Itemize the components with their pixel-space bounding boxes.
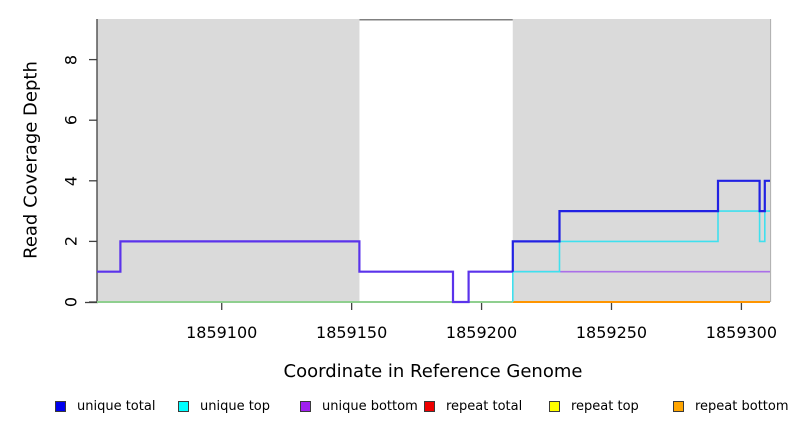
shaded-region-1 xyxy=(512,19,770,302)
y-tick-label: 2 xyxy=(61,236,81,247)
legend-swatch xyxy=(549,400,560,412)
legend-label: repeat bottom xyxy=(695,398,789,414)
legend-item-repeat-top: repeat top xyxy=(549,398,639,414)
legend-swatch xyxy=(55,400,66,412)
y-tick-label: 4 xyxy=(61,175,81,186)
series-unique-total xyxy=(511,179,770,272)
legend-swatch xyxy=(300,400,311,412)
legend-label: repeat total xyxy=(446,398,523,414)
shaded-region-0 xyxy=(97,19,360,302)
x-tick-label: 1859200 xyxy=(445,323,518,342)
legend-item-unique-top: unique top xyxy=(178,398,270,414)
legend-swatch xyxy=(673,400,684,412)
x-axis-title: Coordinate in Reference Genome xyxy=(283,361,583,382)
legend-item-repeat-bottom: repeat bottom xyxy=(673,398,789,414)
x-tick-label: 1859100 xyxy=(186,323,258,342)
legend-label: unique total xyxy=(77,398,156,414)
y-tick-label: 8 xyxy=(61,54,81,65)
legend-label: repeat top xyxy=(571,398,639,414)
legend-label: unique top xyxy=(200,398,271,414)
series-unique-total-overlapping-unique-bottom- xyxy=(97,240,513,304)
legend-item-unique-total: unique total xyxy=(55,398,155,414)
x-tick-label: 1859150 xyxy=(316,323,388,342)
legend-label: unique bottom xyxy=(322,398,418,414)
legend-swatch xyxy=(424,400,435,412)
legend-item-repeat-total: repeat total xyxy=(424,398,522,414)
x-tick-label: 1859250 xyxy=(575,323,648,342)
y-tick-label: 6 xyxy=(61,115,81,126)
legend-item-unique-bottom: unique bottom xyxy=(300,398,418,414)
legend-swatch xyxy=(178,400,189,412)
y-axis-title: Read Coverage Depth xyxy=(20,61,42,259)
y-tick-label: 0 xyxy=(61,296,81,308)
x-tick-label: 1859300 xyxy=(705,323,778,342)
